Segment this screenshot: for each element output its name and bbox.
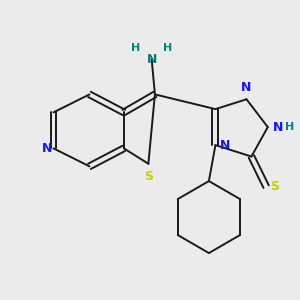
Text: H: H <box>285 122 294 132</box>
Text: S: S <box>144 170 153 183</box>
Text: S: S <box>270 180 279 193</box>
Text: N: N <box>273 121 283 134</box>
Text: N: N <box>220 139 231 152</box>
Text: N: N <box>41 142 52 155</box>
Text: N: N <box>241 81 252 94</box>
Text: H: H <box>131 43 140 53</box>
Text: H: H <box>163 43 172 53</box>
Text: N: N <box>146 52 157 65</box>
